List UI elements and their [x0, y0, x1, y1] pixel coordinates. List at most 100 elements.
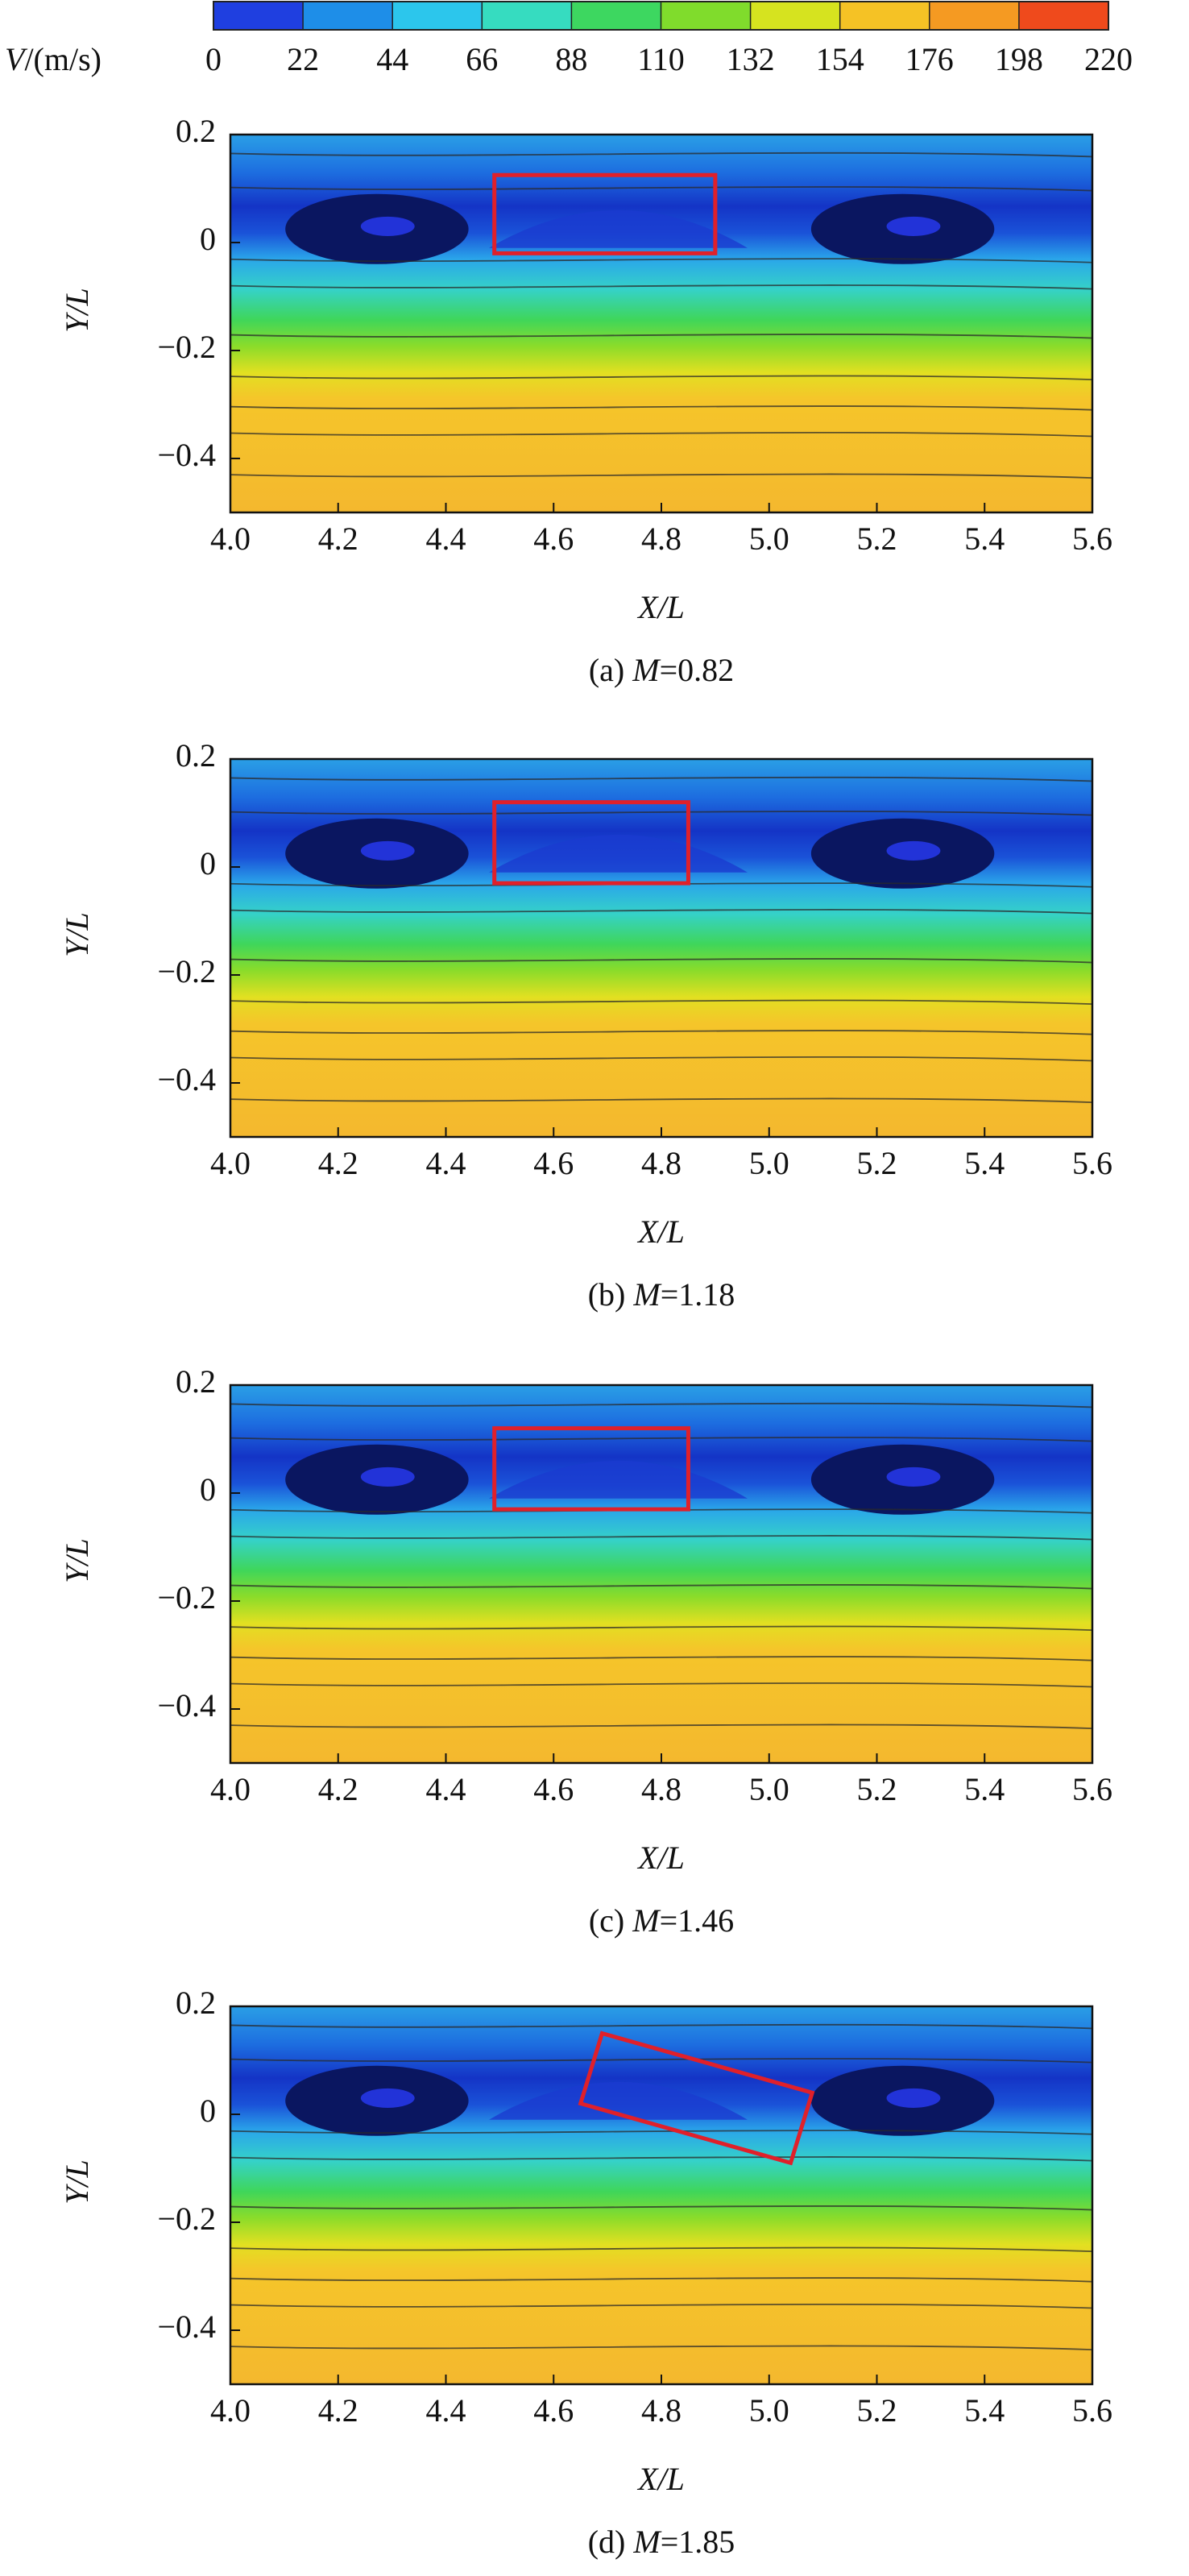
- x-tick-label: 4.0: [210, 521, 251, 557]
- x-tick-label: 4.4: [426, 2392, 466, 2429]
- field: [230, 1385, 1092, 1763]
- colorbar-unit: /(m/s): [24, 41, 102, 77]
- x-tick-label: 4.4: [426, 521, 466, 557]
- x-tick-label: 4.6: [533, 521, 574, 557]
- vortex-core: [360, 1466, 415, 1487]
- y-tick-label: 0: [200, 845, 216, 881]
- streamline: [230, 909, 1092, 915]
- streamline: [230, 1724, 1092, 1729]
- colorbar-segment: [1018, 2, 1108, 30]
- y-tick-label: 0: [200, 1471, 216, 1508]
- vortex-core: [886, 2088, 941, 2108]
- field: [230, 759, 1092, 1137]
- x-axis-label: X/L: [636, 589, 685, 625]
- streamline: [230, 958, 1092, 964]
- colorbar-segment: [661, 2, 751, 30]
- x-tick-label: 5.6: [1072, 2392, 1112, 2429]
- highlight-box: [492, 172, 718, 255]
- colorbar-segment: [839, 2, 930, 30]
- vortex-core: [886, 1466, 941, 1487]
- caption: (c) M=1.46: [589, 1902, 734, 1939]
- colorbar-segment: [303, 2, 393, 30]
- caption-var: M: [632, 1276, 662, 1313]
- streamline: [230, 1097, 1092, 1103]
- x-tick-label: 5.0: [749, 1145, 789, 1181]
- vortex-core: [360, 2088, 415, 2108]
- caption: (d) M=1.85: [588, 2524, 735, 2560]
- caption-label: (a): [589, 652, 632, 688]
- streamline: [230, 1656, 1092, 1661]
- caption-value: =1.85: [661, 2524, 735, 2560]
- colorbar-tick-label: 110: [637, 41, 685, 77]
- caption-label: (c): [589, 1902, 632, 1939]
- caption-label: (d): [588, 2524, 634, 2560]
- vortex-core: [886, 216, 941, 236]
- y-tick-label: 0.2: [176, 737, 216, 774]
- highlight-box: [492, 800, 690, 886]
- y-tick-label: −0.2: [157, 2201, 216, 2237]
- streamline: [230, 473, 1092, 479]
- y-axis-label: Y/L: [59, 288, 95, 333]
- x-tick-label: 4.8: [641, 1145, 682, 1181]
- x-tick-label: 5.6: [1072, 1771, 1112, 1807]
- y-tick-label: 0.2: [176, 1363, 216, 1400]
- x-tick-label: 4.8: [641, 521, 682, 557]
- x-axis-label: X/L: [636, 1840, 685, 1876]
- x-tick-label: 5.2: [857, 1771, 897, 1807]
- x-tick-label: 5.0: [749, 2392, 789, 2429]
- caption: (a) M=0.82: [589, 652, 734, 688]
- streamline: [230, 334, 1092, 339]
- streamline: [230, 776, 1092, 782]
- streamline: [230, 2058, 1092, 2064]
- x-tick-label: 4.4: [426, 1145, 466, 1181]
- streamline: [230, 2023, 1092, 2030]
- highlight-box: [578, 2031, 815, 2166]
- highlight-box: [492, 1426, 690, 1512]
- streamline: [230, 1402, 1092, 1408]
- colorbar-var: V: [5, 41, 28, 77]
- caption-var: M: [632, 2524, 662, 2560]
- y-tick-label: −0.2: [157, 329, 216, 365]
- x-tick-label: 5.2: [857, 1145, 897, 1181]
- colorbar-tick-label: 66: [466, 41, 498, 77]
- y-tick-label: −0.2: [157, 953, 216, 989]
- streamline: [230, 999, 1092, 1006]
- x-tick-label: 4.0: [210, 1771, 251, 1807]
- field-background: [230, 759, 1092, 1137]
- vortex-core: [360, 216, 415, 236]
- x-tick-label: 5.6: [1072, 521, 1112, 557]
- colorbar-tick-label: 176: [905, 41, 954, 77]
- caption-value: =1.46: [660, 1902, 735, 1939]
- caption-value: =0.82: [660, 652, 735, 688]
- caption: (b) M=1.18: [588, 1276, 735, 1313]
- y-tick-label: −0.4: [157, 2308, 216, 2345]
- streamline: [230, 1535, 1092, 1541]
- streamline: [230, 2246, 1092, 2253]
- colorbar-segment: [392, 2, 483, 30]
- x-tick-label: 5.0: [749, 521, 789, 557]
- colorbar-segment: [482, 2, 572, 30]
- streamline: [230, 1030, 1092, 1035]
- colorbar-tick-label: 88: [555, 41, 587, 77]
- x-tick-label: 4.6: [533, 1145, 574, 1181]
- streamline: [230, 1437, 1092, 1442]
- x-tick-label: 5.6: [1072, 1145, 1112, 1181]
- y-tick-label: 0.2: [176, 1985, 216, 2021]
- colorbar-segment: [929, 2, 1019, 30]
- x-tick-label: 4.2: [318, 521, 358, 557]
- streamline: [230, 405, 1092, 411]
- caption-var: M: [632, 652, 661, 688]
- colorbar-segment: [750, 2, 840, 30]
- x-axis-label: X/L: [636, 1213, 685, 1250]
- bump: [489, 1460, 748, 1499]
- bump: [489, 834, 748, 873]
- streamline: [230, 2345, 1092, 2350]
- x-tick-label: 5.0: [749, 1771, 789, 1807]
- x-tick-label: 4.2: [318, 2392, 358, 2429]
- field-background: [230, 1385, 1092, 1763]
- streamline: [230, 1056, 1092, 1062]
- colorbar-tick-label: 132: [727, 41, 775, 77]
- caption-value: =1.18: [661, 1276, 735, 1313]
- streamline: [230, 431, 1092, 438]
